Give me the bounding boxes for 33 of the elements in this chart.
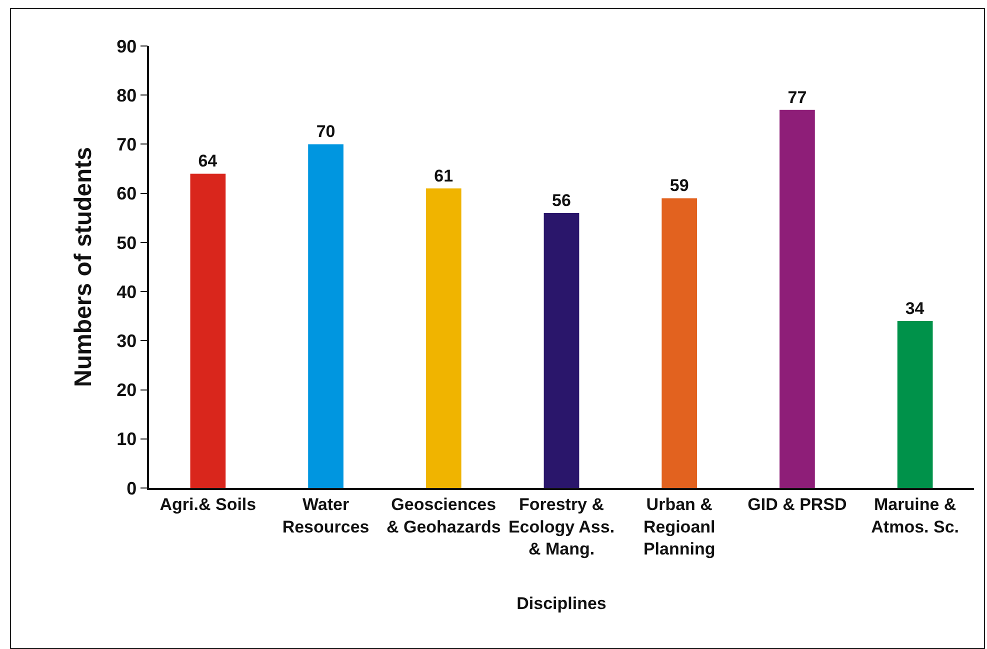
x-axis-title: Disciplines: [516, 594, 606, 614]
data-label: 59: [670, 176, 689, 196]
x-tick-label: Forestry & Ecology Ass. & Mang.: [508, 495, 615, 558]
bar: [426, 188, 462, 488]
data-label: 34: [905, 299, 925, 318]
data-label: 70: [316, 122, 336, 142]
y-tick-label: 10: [116, 429, 137, 450]
data-label: 56: [552, 190, 571, 210]
bar: [897, 321, 933, 488]
x-tick-label: Maruine & Atmos. Sc.: [871, 495, 959, 536]
x-tick-label: Water Resources: [282, 495, 370, 536]
x-tick-label: Agri.& Soils: [160, 495, 256, 514]
y-tick-label: 60: [116, 184, 137, 204]
bar: [780, 110, 815, 488]
data-label: 64: [198, 152, 218, 171]
data-label: 61: [434, 166, 454, 186]
y-tick-label: 80: [116, 85, 137, 106]
y-tick-label: 90: [116, 36, 137, 56]
y-tick-label: 0: [126, 478, 137, 498]
y-axis-title: Numbers of students: [70, 146, 98, 388]
x-tick-label: GID & PRSD: [748, 495, 847, 514]
x-tick-label: Geosciences & Geohazards: [386, 495, 501, 536]
y-tick-label: 40: [116, 282, 137, 302]
bar: [544, 212, 580, 488]
bar: [308, 144, 344, 488]
y-tick-label: 30: [116, 330, 137, 351]
data-label: 77: [788, 88, 807, 107]
bar: [662, 198, 698, 488]
y-tick-label: 50: [116, 232, 137, 253]
x-tick-label: Urban & Regioanl Planning: [643, 495, 716, 558]
bar: [190, 174, 226, 488]
y-tick-label: 20: [116, 380, 137, 400]
y-tick-label: 70: [116, 134, 137, 155]
